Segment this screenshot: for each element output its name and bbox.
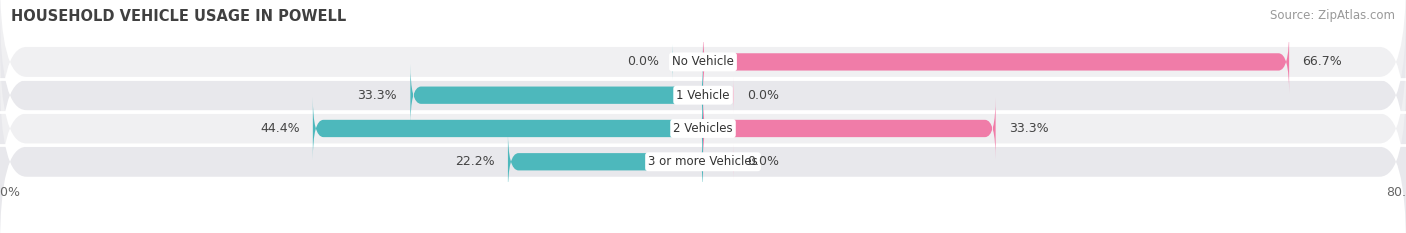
Text: 0.0%: 0.0% [747, 155, 779, 168]
Text: HOUSEHOLD VEHICLE USAGE IN POWELL: HOUSEHOLD VEHICLE USAGE IN POWELL [11, 9, 346, 24]
Text: 22.2%: 22.2% [456, 155, 495, 168]
Text: No Vehicle: No Vehicle [672, 55, 734, 69]
FancyBboxPatch shape [672, 44, 703, 80]
Legend: Owner-occupied, Renter-occupied: Owner-occupied, Renter-occupied [568, 229, 838, 233]
Text: 33.3%: 33.3% [357, 89, 398, 102]
FancyBboxPatch shape [508, 130, 703, 193]
Text: 1 Vehicle: 1 Vehicle [676, 89, 730, 102]
FancyBboxPatch shape [411, 64, 703, 127]
FancyBboxPatch shape [0, 44, 1406, 213]
FancyBboxPatch shape [703, 77, 734, 113]
FancyBboxPatch shape [0, 10, 1406, 180]
FancyBboxPatch shape [703, 97, 995, 160]
Text: 33.3%: 33.3% [1010, 122, 1049, 135]
FancyBboxPatch shape [314, 97, 703, 160]
FancyBboxPatch shape [703, 144, 734, 180]
Text: 0.0%: 0.0% [627, 55, 659, 69]
Text: 0.0%: 0.0% [747, 89, 779, 102]
FancyBboxPatch shape [0, 77, 1406, 233]
Text: 2 Vehicles: 2 Vehicles [673, 122, 733, 135]
Text: Source: ZipAtlas.com: Source: ZipAtlas.com [1270, 9, 1395, 22]
Text: 44.4%: 44.4% [260, 122, 299, 135]
FancyBboxPatch shape [0, 0, 1406, 147]
Text: 66.7%: 66.7% [1302, 55, 1343, 69]
Text: 3 or more Vehicles: 3 or more Vehicles [648, 155, 758, 168]
FancyBboxPatch shape [703, 31, 1289, 93]
